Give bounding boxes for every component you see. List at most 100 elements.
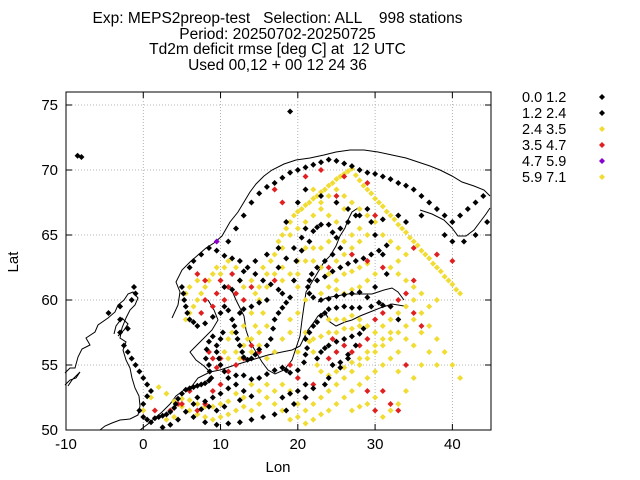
station-point — [256, 346, 263, 353]
station-point — [403, 336, 409, 342]
station-point — [356, 225, 363, 232]
station-point — [203, 346, 210, 353]
station-point — [318, 333, 324, 340]
station-point — [240, 297, 247, 303]
station-point — [229, 329, 236, 336]
station-point — [287, 294, 294, 301]
station-point — [348, 232, 355, 238]
station-point — [306, 338, 313, 345]
station-point — [283, 367, 290, 374]
station-point — [410, 245, 417, 251]
station-point — [186, 397, 193, 404]
station-point — [341, 394, 348, 401]
station-point — [403, 229, 409, 236]
station-point — [348, 359, 355, 366]
station-point — [403, 219, 409, 225]
station-point — [333, 329, 340, 336]
station-point — [306, 277, 313, 284]
station-point — [356, 381, 363, 388]
station-point — [403, 182, 409, 189]
station-point — [236, 342, 243, 349]
station-point — [283, 407, 290, 414]
station-point — [341, 160, 348, 167]
station-point — [418, 310, 425, 316]
station-point — [263, 394, 270, 401]
station-point — [395, 221, 402, 228]
station-point — [209, 403, 216, 410]
title-line: Period: 20250702-20250725 — [179, 25, 376, 43]
station-point — [256, 329, 263, 336]
station-point — [221, 284, 228, 290]
chart-title: Exp: MEPS2preop-test Selection: ALL 998 … — [0, 11, 555, 73]
station-point — [333, 199, 340, 206]
station-point — [441, 349, 448, 355]
station-point — [298, 206, 305, 212]
station-point — [140, 401, 147, 407]
station-point — [314, 319, 321, 326]
station-point — [209, 416, 216, 423]
station-point — [360, 255, 367, 262]
station-point — [175, 395, 182, 402]
station-point — [426, 349, 433, 355]
station-point — [248, 349, 255, 355]
station-point — [271, 411, 278, 418]
station-point — [341, 303, 348, 310]
station-point — [410, 297, 417, 303]
station-point — [256, 375, 263, 381]
station-point — [271, 316, 278, 323]
station-point — [294, 208, 301, 215]
station-point — [372, 394, 379, 401]
station-point — [321, 310, 328, 316]
station-point — [314, 264, 321, 271]
station-point — [248, 355, 255, 362]
station-point — [229, 286, 236, 293]
y-tick-label: 75 — [41, 97, 58, 114]
station-point — [159, 424, 166, 431]
station-point — [341, 375, 348, 381]
station-point — [383, 208, 390, 215]
station-point — [260, 310, 267, 316]
station-point — [433, 297, 440, 303]
station-point — [240, 394, 247, 401]
legend-label: 3.5 4.7 — [522, 138, 566, 154]
legend-label: 4.7 5.9 — [522, 154, 566, 170]
station-point — [209, 355, 216, 362]
station-point — [318, 159, 324, 166]
station-point — [410, 316, 417, 323]
station-point — [364, 169, 371, 176]
station-point — [209, 333, 216, 340]
coastline-white-sea — [419, 207, 491, 237]
station-point — [395, 245, 402, 251]
legend-marker — [599, 126, 605, 132]
station-point — [213, 407, 220, 414]
station-point — [333, 304, 340, 311]
station-point — [337, 359, 344, 366]
station-point — [202, 419, 209, 426]
station-point — [302, 164, 309, 171]
station-point — [136, 368, 143, 375]
station-point — [379, 302, 386, 309]
station-point — [287, 219, 294, 225]
station-point — [441, 232, 448, 238]
station-point — [310, 416, 317, 423]
station-point — [325, 212, 332, 219]
station-point — [395, 368, 402, 375]
station-point — [329, 180, 336, 186]
station-point — [140, 414, 147, 420]
station-point — [356, 362, 363, 368]
station-point — [140, 407, 147, 414]
station-point — [287, 316, 294, 323]
station-point — [260, 277, 267, 284]
station-point — [198, 290, 205, 297]
station-point — [256, 299, 263, 306]
station-point — [403, 290, 409, 297]
station-point — [368, 303, 375, 310]
station-point — [275, 238, 282, 245]
station-point — [205, 362, 212, 368]
station-point — [302, 258, 309, 264]
station-point — [184, 310, 191, 316]
station-point — [304, 345, 311, 352]
station-point — [78, 154, 85, 160]
station-point — [325, 284, 332, 290]
station-point — [318, 264, 324, 271]
